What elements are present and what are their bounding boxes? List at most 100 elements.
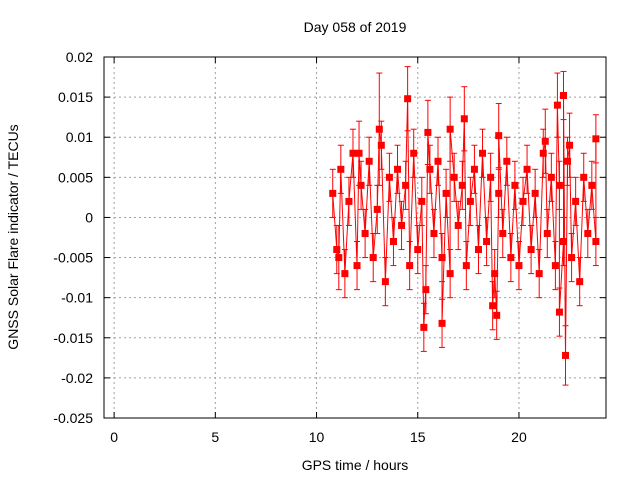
data-point: [377, 141, 385, 149]
data-point: [335, 254, 343, 262]
data-point: [584, 229, 592, 237]
data-point: [555, 308, 563, 316]
data-point: [460, 115, 468, 123]
y-tick-label: -0.01: [61, 290, 93, 306]
data-point: [420, 323, 428, 331]
data-point: [458, 181, 466, 189]
chart-title: Day 058 of 2019: [304, 19, 407, 35]
data-point: [523, 165, 531, 173]
y-tick-label: 0.01: [66, 129, 93, 145]
data-point: [365, 157, 373, 165]
data-point: [438, 254, 446, 262]
y-tick-label: -0.005: [53, 250, 93, 266]
data-point: [353, 262, 361, 270]
data-point: [462, 262, 470, 270]
data-point: [576, 278, 584, 286]
x-tick-label: 5: [211, 429, 219, 445]
y-tick-label: 0: [85, 209, 93, 225]
data-point: [442, 189, 450, 197]
data-point: [349, 149, 357, 157]
data-point: [375, 125, 383, 133]
data-point: [572, 197, 580, 205]
data-point: [503, 157, 511, 165]
data-point: [547, 173, 555, 181]
data-point: [434, 157, 442, 165]
data-point: [559, 238, 567, 246]
data-point: [446, 270, 454, 278]
data-point: [450, 173, 458, 181]
data-point: [507, 254, 515, 262]
y-tick-label: -0.02: [61, 370, 93, 386]
data-point: [543, 229, 551, 237]
data-point: [369, 254, 377, 262]
data-point: [398, 221, 406, 229]
y-tick-label: 0.005: [58, 169, 93, 185]
data-point: [479, 149, 487, 157]
data-point: [535, 270, 543, 278]
x-tick-label: 20: [511, 429, 527, 445]
x-tick-label: 0: [110, 429, 118, 445]
data-point: [406, 262, 414, 270]
data-point: [515, 262, 523, 270]
data-point: [410, 149, 418, 157]
data-point: [519, 197, 527, 205]
data-point: [531, 189, 539, 197]
data-point: [394, 165, 402, 173]
data-point: [588, 181, 596, 189]
data-point: [385, 173, 393, 181]
data-point: [337, 165, 345, 173]
data-point: [489, 302, 497, 310]
x-axis-label: GPS time / hours: [302, 457, 409, 473]
data-point: [345, 197, 353, 205]
data-point: [564, 157, 572, 165]
data-point: [474, 246, 482, 254]
data-point: [341, 270, 349, 278]
data-point: [580, 173, 588, 181]
data-point: [553, 101, 561, 109]
y-axis-label: GNSS Solar Flare indicator / TECUs: [5, 124, 21, 349]
data-point: [495, 132, 503, 140]
data-point: [389, 238, 397, 246]
data-point: [438, 319, 446, 327]
data-point: [466, 197, 474, 205]
data-point: [454, 221, 462, 229]
data-points: [329, 66, 600, 386]
data-point: [381, 278, 389, 286]
data-point: [511, 181, 519, 189]
data-point: [404, 95, 412, 103]
data-point: [483, 238, 491, 246]
data-point: [422, 286, 430, 294]
data-point: [566, 141, 574, 149]
data-point: [568, 254, 576, 262]
y-tick-label: 0.02: [66, 49, 93, 65]
data-point: [418, 197, 426, 205]
y-tick-label: -0.025: [53, 410, 93, 426]
data-point: [329, 189, 337, 197]
plot-border: [103, 56, 607, 419]
data-point: [562, 351, 570, 359]
data-point: [491, 270, 499, 278]
data-point: [527, 246, 535, 254]
data-point: [551, 262, 559, 270]
data-point: [333, 246, 341, 254]
x-tick-label: 10: [309, 429, 325, 445]
data-point: [373, 205, 381, 213]
data-point: [402, 181, 410, 189]
y-tick-label: 0.015: [58, 89, 93, 105]
data-point: [470, 165, 478, 173]
ticks: 0 5 10 15 20 -0.025 -0.02 -0.015 -0.01 -0.005 0 0.0…: [53, 49, 606, 445]
data-point: [541, 137, 549, 145]
data-point: [592, 238, 600, 246]
y-tick-label: -0.015: [53, 330, 93, 346]
data-point: [499, 229, 507, 237]
data-point: [555, 181, 563, 189]
data-point: [559, 92, 567, 100]
data-point: [539, 149, 547, 157]
data-point: [592, 135, 600, 143]
data-point: [361, 229, 369, 237]
data-point: [495, 189, 503, 197]
data-point: [446, 125, 454, 133]
data-point: [414, 246, 422, 254]
data-point: [424, 128, 432, 136]
